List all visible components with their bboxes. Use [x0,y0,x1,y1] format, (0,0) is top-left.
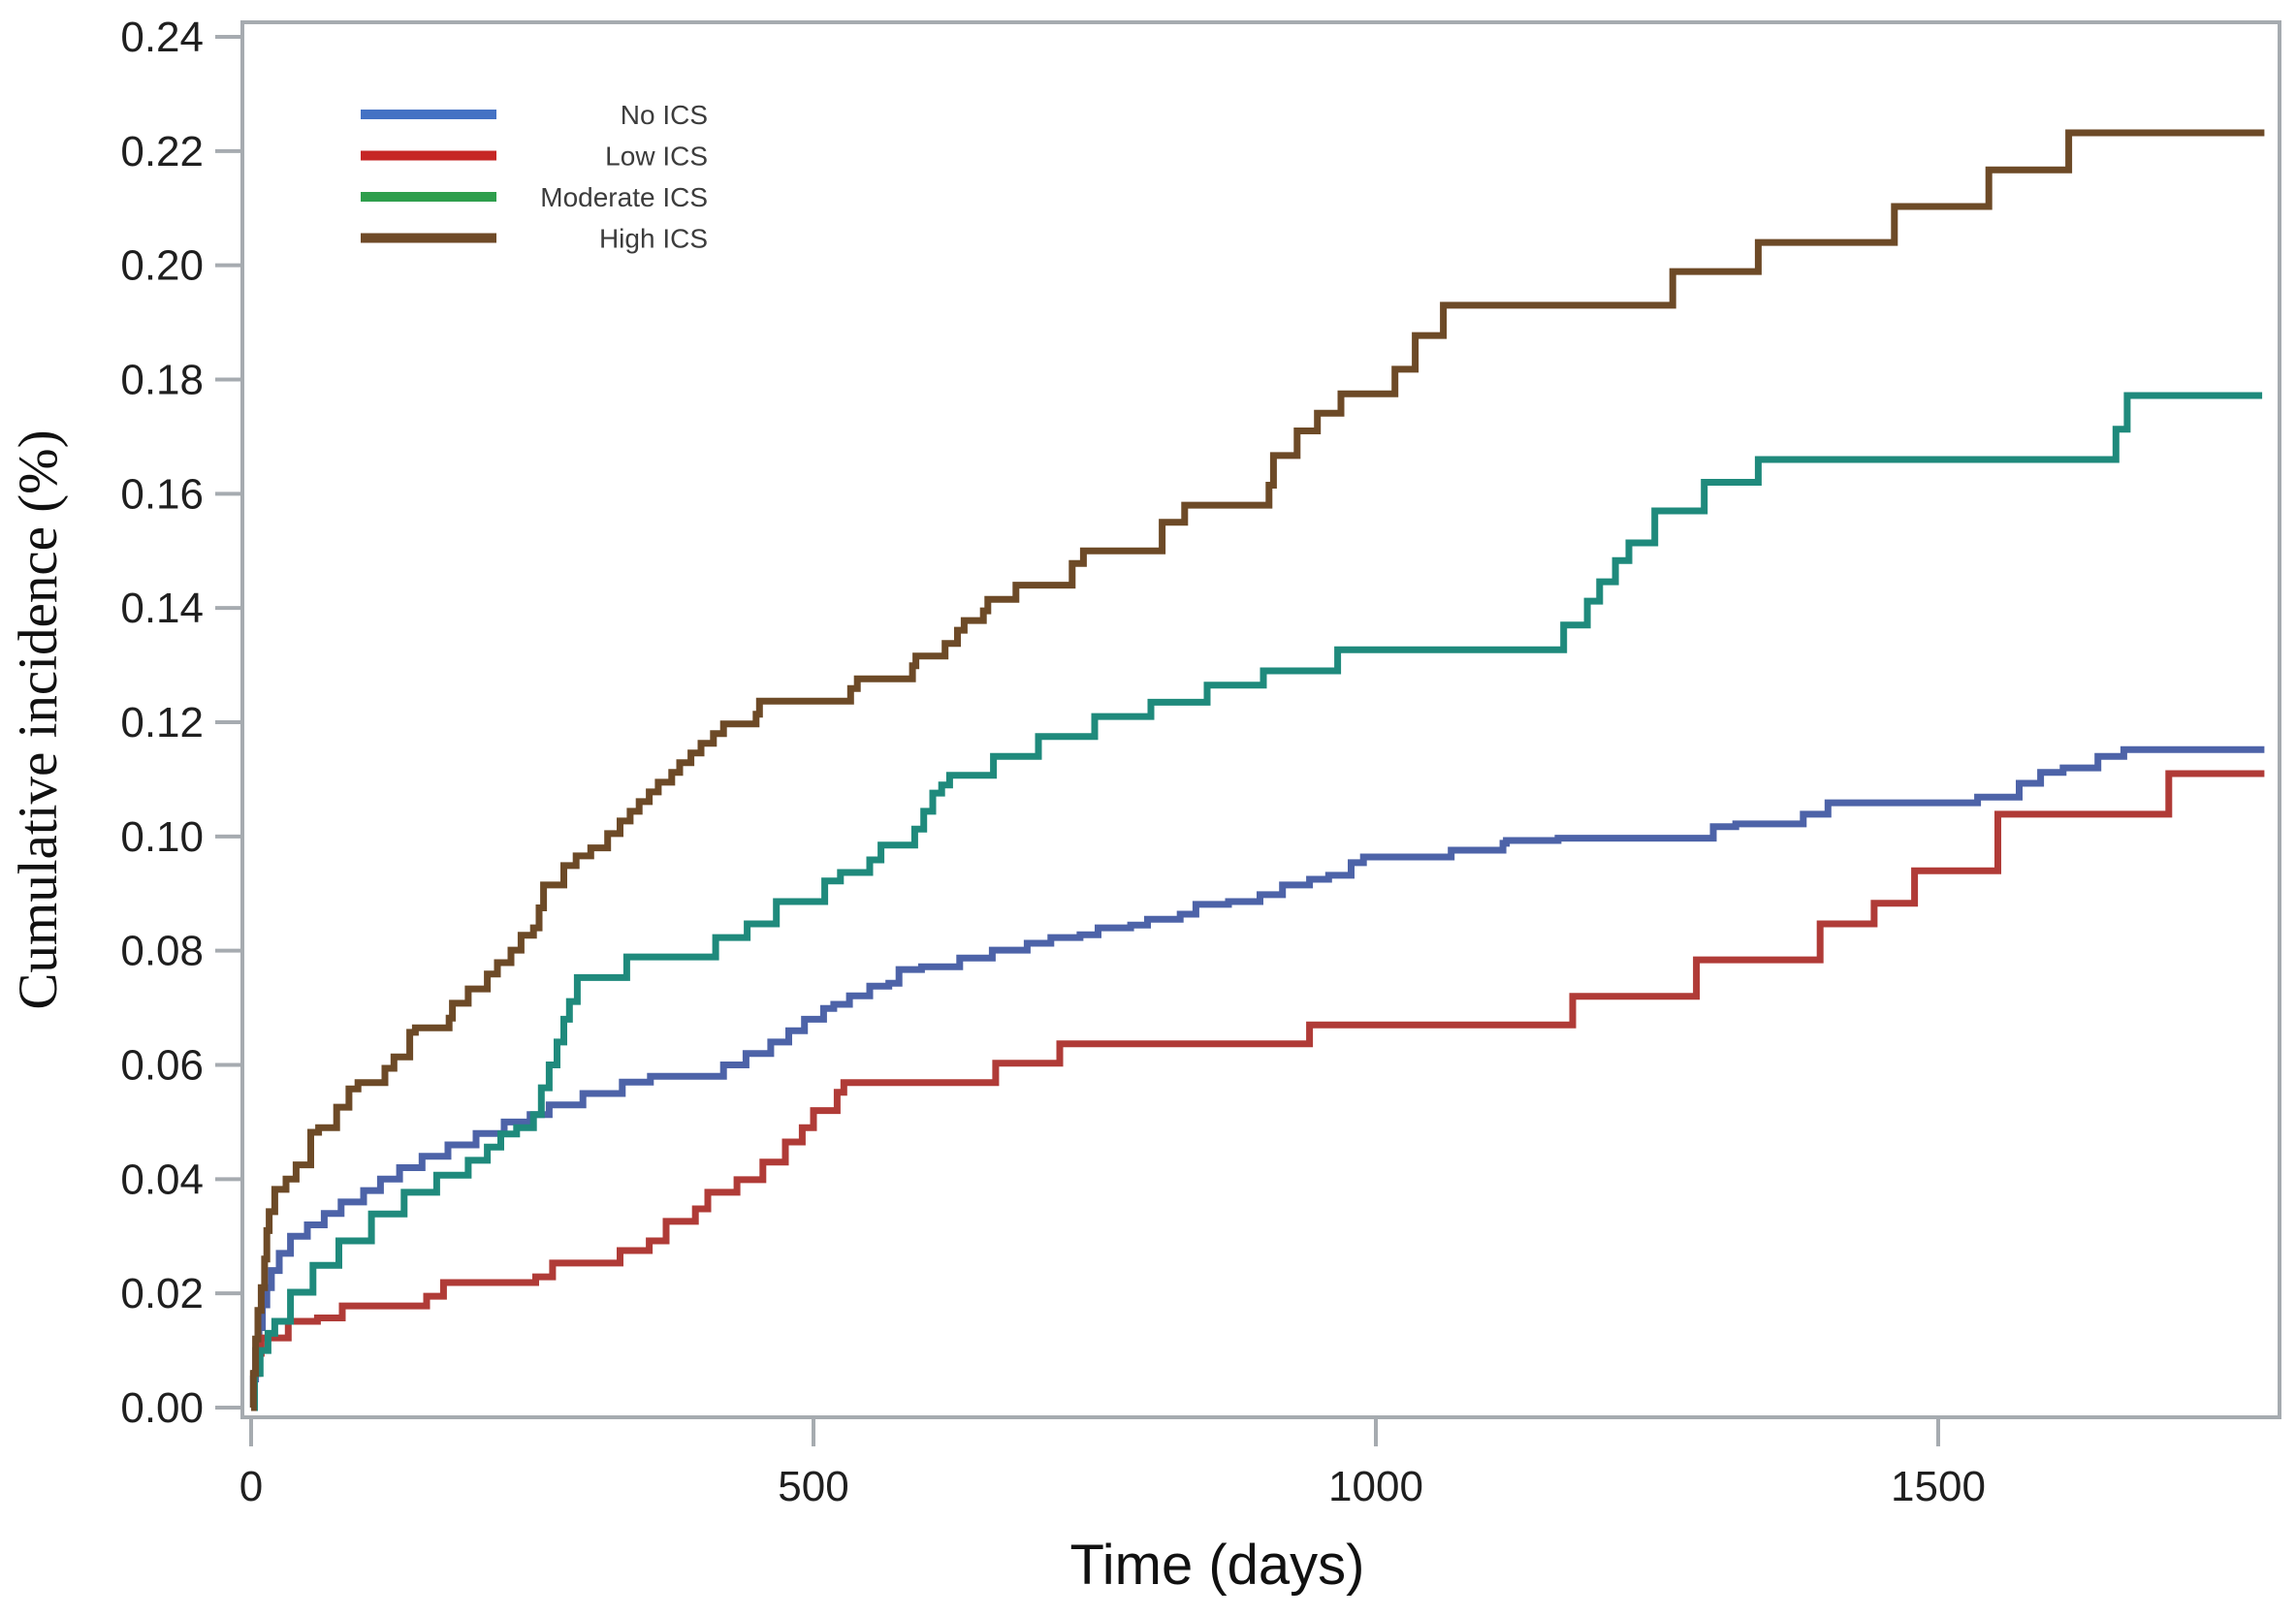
x-axis-title: Time (days) [1070,1534,1365,1597]
y-axis-tick-label: 0.02 [120,1270,204,1317]
y-axis-tick-label: 0.06 [120,1042,204,1090]
y-axis-tick-label: 0.12 [120,699,204,746]
legend-label-low-ics: Low ICS [605,142,708,172]
y-axis-tick-label: 0.24 [120,14,204,61]
legend-label-moderate-ics: Moderate ICS [540,182,708,212]
x-axis-tick-label: 1500 [1891,1463,1986,1510]
y-axis-tick-label: 0.20 [120,242,204,290]
y-axis-tick-label: 0.00 [120,1384,204,1432]
y-axis-tick-label: 0.18 [120,357,204,404]
x-axis-tick-label: 0 [239,1463,263,1510]
y-axis-tick-label: 0.14 [120,585,204,632]
legend-label-no-ics: No ICS [621,100,708,130]
y-axis-title: Cumulative incidence (%) [8,429,69,1009]
y-axis-tick-label: 0.08 [120,928,204,975]
series-line-high-ics [249,129,2265,1411]
plot-frame [240,20,2281,1419]
series-line-moderate-ics [251,392,2263,1411]
y-axis-tick-label: 0.10 [120,813,204,861]
series-line-no-ics [249,745,2265,1411]
y-axis-tick-label: 0.04 [120,1156,204,1203]
series-line-low-ics [251,770,2265,1411]
y-axis-tick-label: 0.22 [120,128,204,175]
legend-label-high-ics: High ICS [599,224,708,254]
x-axis-tick-label: 1000 [1328,1463,1423,1510]
x-axis-tick-label: 500 [778,1463,848,1510]
y-axis-tick-label: 0.16 [120,470,204,518]
